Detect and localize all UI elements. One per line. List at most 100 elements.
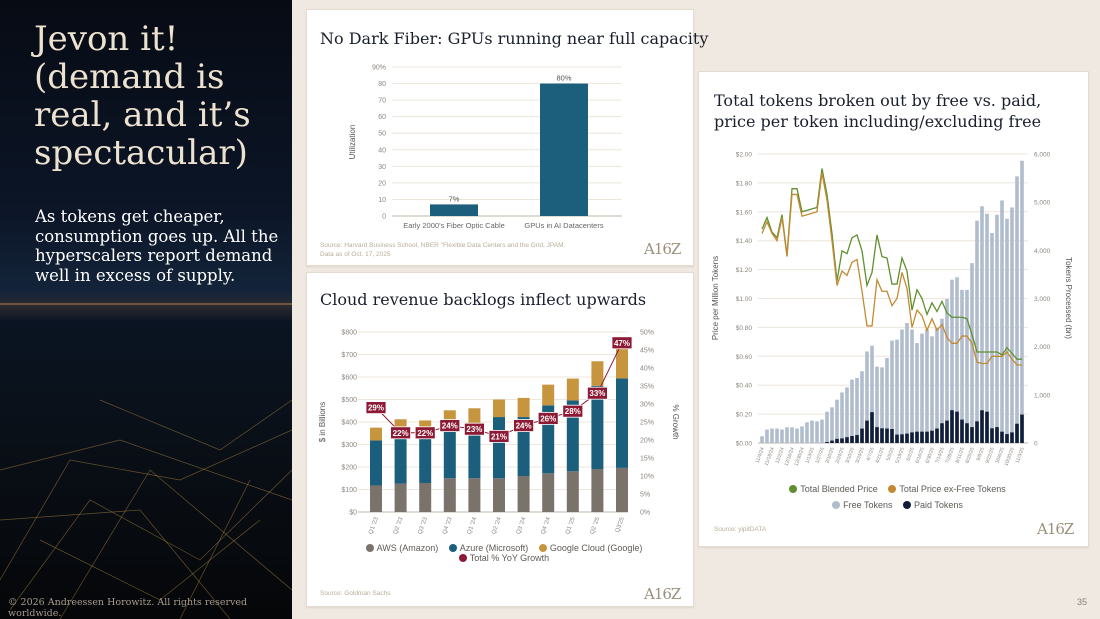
free-tokens-bar xyxy=(795,428,799,443)
paid-tokens-bar xyxy=(965,423,969,443)
paid-tokens-bar xyxy=(870,412,874,443)
paid-tokens-bar xyxy=(985,411,989,443)
free-tokens-bar xyxy=(970,263,974,443)
bar-segment xyxy=(468,478,481,512)
free-tokens-bar xyxy=(925,329,929,443)
copyright-text: © 2026 Andreessen Horowitz. All rights r… xyxy=(8,597,248,619)
azure-legend-swatch xyxy=(448,544,457,552)
x-tick-label: 10/6/25 xyxy=(995,446,1006,464)
x-tick-label: 6/2/25 xyxy=(905,446,915,461)
paid-tokens-bar xyxy=(955,411,959,443)
data-label: 7% xyxy=(449,194,460,203)
free-tokens-bar xyxy=(915,343,919,443)
y2-tick-label: 40% xyxy=(640,366,654,373)
bar xyxy=(430,204,478,216)
x-tick-label: 6/16/25 xyxy=(915,446,926,464)
bar-segment xyxy=(394,483,407,512)
slide-subtext: As tokens get cheaper, consumption goes … xyxy=(35,207,279,285)
y-tick-label: 80 xyxy=(378,81,386,88)
x-tick-label: GPUs in AI Datacenters xyxy=(524,221,603,230)
y2-tick-label: 10% xyxy=(640,474,654,481)
growth-data-label: 33% xyxy=(589,389,605,398)
growth-data-label: 29% xyxy=(368,404,384,413)
paid-tokens-bar xyxy=(1020,414,1024,443)
x-tick-label: 4/21/25 xyxy=(875,446,886,464)
growth-label-box xyxy=(414,426,436,440)
x-tick-label: Q2 '25 xyxy=(590,516,602,535)
y2-tick-label: 45% xyxy=(640,348,654,355)
paid-tokens-bar xyxy=(935,428,939,443)
growth-label-box xyxy=(390,426,412,440)
free-tokens-bar xyxy=(935,327,939,443)
growth-data-label: 26% xyxy=(540,414,556,423)
paid-legend-swatch xyxy=(903,501,911,509)
bar-segment xyxy=(370,440,382,486)
free-tokens-bar xyxy=(945,298,949,443)
y2-tick-label: 4,000 xyxy=(1034,248,1051,255)
x-tick-label: Q4 '24 xyxy=(540,516,552,535)
x-tick-label: 5/19/25 xyxy=(895,446,906,464)
free-tokens-bar xyxy=(855,377,859,443)
paid-tokens-bar xyxy=(945,420,949,443)
growth-label-box xyxy=(513,419,534,433)
x-tick-label: Q3'25 xyxy=(615,516,626,534)
utilization-card xyxy=(306,9,694,266)
free-tokens-bar xyxy=(990,232,994,443)
a16z-logo: A16Z xyxy=(1037,520,1074,538)
growth-data-label: 24% xyxy=(516,422,532,431)
bar-segment xyxy=(517,476,530,512)
paid-tokens-bar xyxy=(895,434,899,443)
x-tick-label: 1/13/25 xyxy=(805,446,816,464)
growth-label-box xyxy=(463,422,485,436)
paid-tokens-bar xyxy=(875,427,879,443)
paid-tokens-bar xyxy=(850,436,854,443)
y-tick-label: $0 xyxy=(349,510,357,517)
tokens-source: Source: yipitDATA xyxy=(714,526,767,533)
paid-tokens-bar xyxy=(995,427,999,443)
x-tick-label: Q4 '23 xyxy=(442,516,454,535)
free-tokens-bar xyxy=(940,318,944,443)
free-tokens-bar xyxy=(1015,176,1019,443)
free-tokens-bar xyxy=(865,351,869,443)
bar xyxy=(540,83,588,216)
bar-segment xyxy=(616,378,628,468)
paid-tokens-bar xyxy=(900,434,904,443)
y-tick-label: $600 xyxy=(341,375,357,382)
x-tick-label: Q3 '23 xyxy=(417,516,429,535)
legend-growth: Total % YoY Growth xyxy=(469,553,550,563)
free-tokens-bar xyxy=(765,429,769,443)
x-tick-label: 12/2/24 xyxy=(775,446,786,464)
free-tokens-bar xyxy=(800,426,804,443)
y2-axis-label: % Growth xyxy=(671,404,680,439)
free-tokens-bar xyxy=(845,387,849,443)
y-tick-label: $1.40 xyxy=(736,238,753,245)
left-panel: Jevon it! (demand is real, and it’s spec… xyxy=(0,0,292,619)
blended-price-line xyxy=(761,168,1022,360)
google-legend-swatch xyxy=(538,544,547,552)
y-tick-label: $200 xyxy=(341,465,357,472)
y-axis-label: Price per Million Tokens xyxy=(711,256,720,340)
y-tick-label: 70 xyxy=(378,98,386,105)
bar-segment xyxy=(566,378,579,401)
page-number: 35 xyxy=(1077,597,1088,607)
legend-aws: AWS (Amazon) xyxy=(376,543,439,553)
data-label: 80% xyxy=(556,74,571,83)
paid-tokens-bar xyxy=(825,442,829,443)
growth-data-label: 24% xyxy=(442,422,458,431)
x-tick-label: Q1 '23 xyxy=(368,516,380,535)
paid-tokens-bar xyxy=(980,410,984,443)
free-legend-swatch xyxy=(832,501,841,509)
paid-tokens-bar xyxy=(830,440,834,443)
y-tick-label: 90% xyxy=(372,65,386,72)
growth-data-label: 21% xyxy=(491,432,507,441)
tokens-card xyxy=(698,71,1089,547)
free-tokens-bar xyxy=(950,279,954,443)
y2-tick-label: 3,000 xyxy=(1034,296,1051,303)
y2-tick-label: 0 xyxy=(1034,441,1038,448)
y2-tick-label: 35% xyxy=(640,384,654,391)
x-tick-label: Q2 '24 xyxy=(491,516,503,535)
growth-label-box xyxy=(488,429,510,443)
y2-tick-label: 2,000 xyxy=(1034,344,1051,351)
y2-tick-label: 50% xyxy=(640,330,654,337)
y2-tick-label: 25% xyxy=(640,420,654,427)
